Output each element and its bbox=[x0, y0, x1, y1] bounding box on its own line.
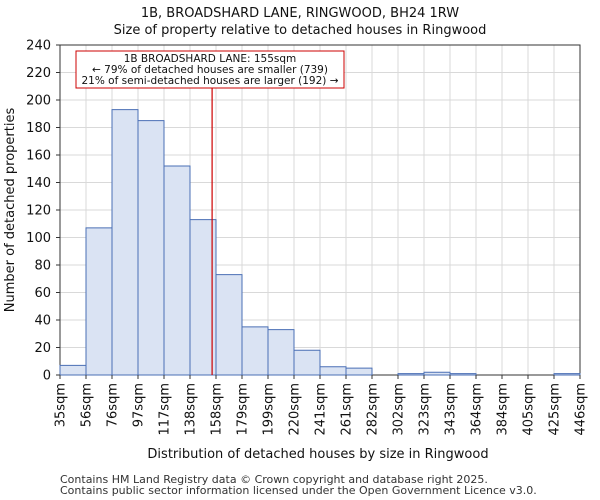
footer-line-1: Contains HM Land Registry data © Crown c… bbox=[60, 473, 488, 486]
annotation-line-3: 21% of semi-detached houses are larger (… bbox=[82, 75, 339, 87]
y-tick-label: 100 bbox=[26, 231, 51, 246]
x-tick-label: 261sqm bbox=[340, 383, 355, 436]
bar-158sqm bbox=[215, 274, 243, 376]
y-axis-ticks: 0 20 40 60 80 100 120 140 160 180 200 220 240 bbox=[26, 39, 60, 384]
bar-76sqm bbox=[111, 109, 139, 376]
y-tick-label: 220 bbox=[26, 66, 51, 81]
x-tick-label: 117sqm bbox=[158, 383, 173, 436]
annotation-line-2: ← 79% of detached houses are smaller (73… bbox=[92, 64, 328, 76]
y-tick-label: 40 bbox=[34, 314, 51, 329]
x-tick-label: 138sqm bbox=[184, 383, 199, 436]
x-tick-label: 384sqm bbox=[496, 383, 511, 436]
x-tick-label: 76sqm bbox=[106, 383, 121, 427]
bar-179sqm bbox=[241, 326, 269, 376]
x-tick-label: 323sqm bbox=[418, 383, 433, 436]
footer-line-2: Contains public sector information licen… bbox=[60, 484, 537, 497]
x-tick-label: 35sqm bbox=[54, 383, 69, 427]
chart-title-line-2: Size of property relative to detached ho… bbox=[114, 23, 487, 38]
y-tick-label: 20 bbox=[34, 341, 51, 356]
x-tick-label: 282sqm bbox=[366, 383, 381, 436]
y-tick-label: 200 bbox=[26, 94, 51, 109]
x-tick-label: 199sqm bbox=[262, 383, 277, 436]
y-tick-label: 180 bbox=[26, 121, 51, 136]
x-tick-label: 364sqm bbox=[470, 383, 485, 436]
bar-343sqm bbox=[449, 373, 477, 376]
y-tick-label: 0 bbox=[43, 369, 51, 384]
annotation-line-1: 1B BROADSHARD LANE: 155sqm bbox=[124, 53, 297, 65]
chart: 1B, BROADSHARD LANE, RINGWOOD, BH24 1RW … bbox=[3, 6, 589, 462]
bar-261sqm bbox=[345, 367, 373, 376]
x-tick-label: 425sqm bbox=[548, 383, 563, 436]
y-tick-label: 120 bbox=[26, 204, 51, 219]
x-tick-label: 241sqm bbox=[314, 383, 329, 436]
y-tick-label: 140 bbox=[26, 176, 51, 191]
bar-220sqm bbox=[293, 349, 321, 376]
y-tick-label: 160 bbox=[26, 149, 51, 164]
bar-199sqm bbox=[267, 329, 295, 376]
y-tick-label: 240 bbox=[26, 39, 51, 54]
bar-241sqm bbox=[319, 366, 347, 376]
y-tick-label: 80 bbox=[34, 259, 51, 274]
annotation-box: 1B BROADSHARD LANE: 155sqm ← 79% of deta… bbox=[75, 50, 345, 89]
x-tick-label: 405sqm bbox=[522, 383, 537, 436]
x-tick-label: 220sqm bbox=[288, 383, 303, 436]
bar-117sqm bbox=[163, 165, 191, 376]
x-tick-label: 56sqm bbox=[80, 383, 95, 427]
bar-323sqm bbox=[423, 371, 451, 376]
bar-35sqm bbox=[59, 364, 87, 376]
bar-97sqm bbox=[137, 120, 165, 376]
x-tick-label: 343sqm bbox=[444, 383, 459, 436]
bar-302sqm bbox=[397, 373, 425, 376]
bars bbox=[59, 109, 581, 376]
bar-56sqm bbox=[85, 227, 113, 376]
x-axis-ticks: 35sqm 56sqm 76sqm 97sqm 117sqm 138sqm 158sqm 17… bbox=[54, 375, 589, 436]
y-tick-label: 60 bbox=[34, 286, 51, 301]
x-tick-label: 302sqm bbox=[392, 383, 407, 436]
x-tick-label: 97sqm bbox=[132, 383, 147, 427]
x-tick-label: 158sqm bbox=[210, 383, 225, 436]
x-axis-label: Distribution of detached houses by size … bbox=[147, 447, 488, 462]
x-tick-label: 446sqm bbox=[574, 383, 589, 436]
y-axis-label: Number of detached properties bbox=[3, 108, 18, 313]
x-tick-label: 179sqm bbox=[236, 383, 251, 436]
bar-425sqm bbox=[553, 373, 581, 376]
annotation-border bbox=[75, 50, 345, 89]
chart-title-line-1: 1B, BROADSHARD LANE, RINGWOOD, BH24 1RW bbox=[141, 6, 459, 21]
